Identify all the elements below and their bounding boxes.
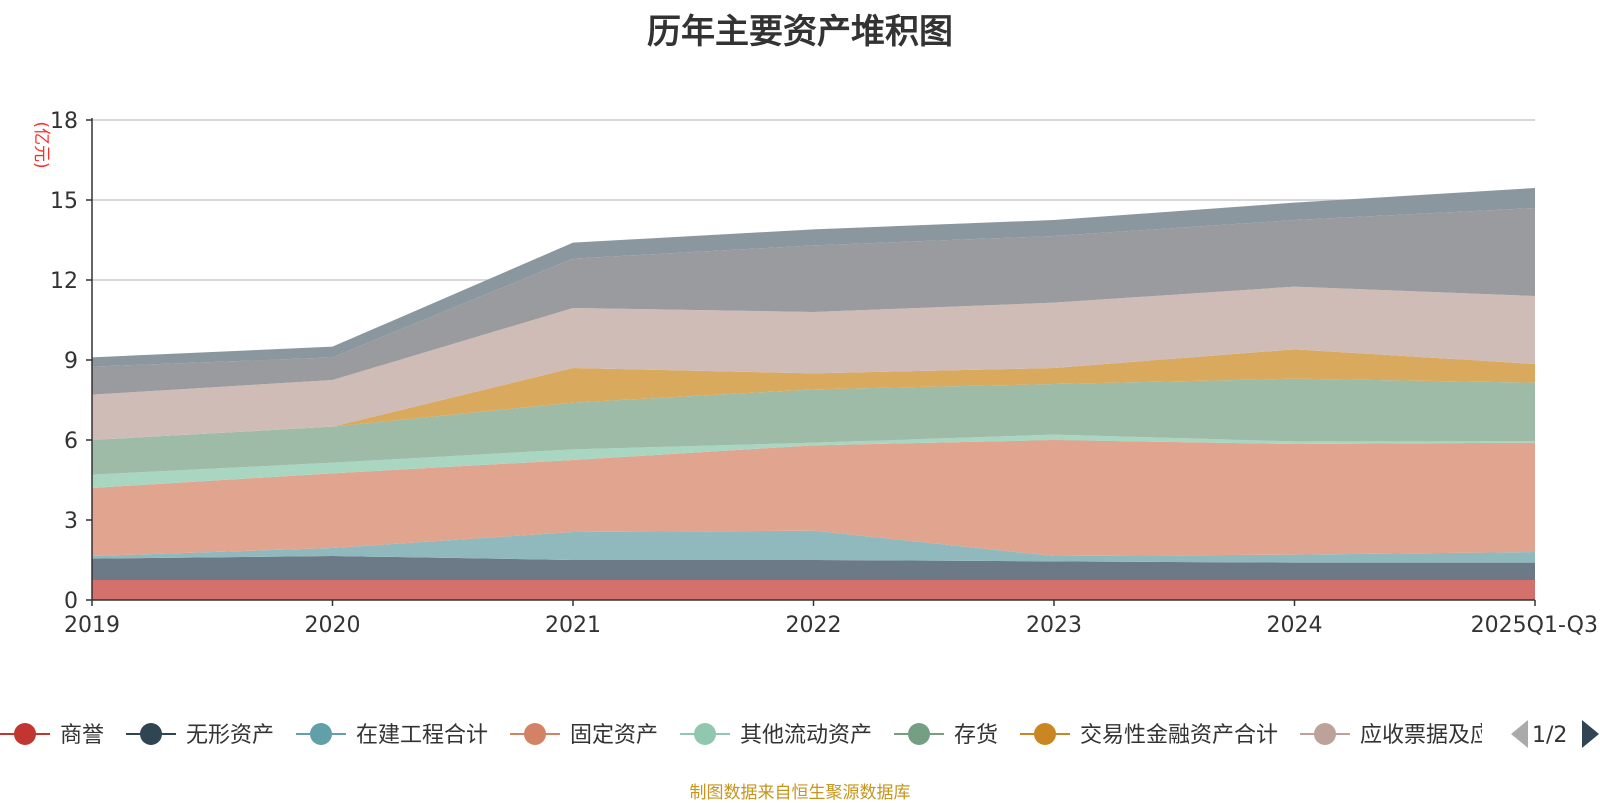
x-tick-label: 2023 — [1026, 613, 1082, 638]
area-series-9 — [92, 188, 1535, 367]
legend-item[interactable]: 应收票据及应收账款 — [1300, 723, 1558, 748]
area-series-8 — [92, 208, 1535, 395]
area-series-0 — [92, 580, 1535, 600]
legend-item[interactable]: 交易性金融资产合计 — [1020, 723, 1278, 748]
legend-label: 无形资产 — [186, 723, 274, 748]
y-tick-label: 12 — [50, 269, 78, 294]
legend-circle-icon — [694, 723, 716, 745]
area-layer — [92, 188, 1535, 600]
legend-label: 固定资产 — [570, 723, 658, 748]
x-tick-label: 2022 — [786, 613, 842, 638]
axis-layer: 0 3 6 9 12 15 18 2019 2020 2021 2022 2023 2024 2025Q1… — [50, 109, 1598, 638]
source-note: 制图数据来自恒生聚源数据库 — [689, 783, 911, 803]
legend-label: 存货 — [954, 723, 998, 748]
y-tick-label: 0 — [64, 589, 78, 614]
x-tick-label: 2024 — [1267, 613, 1323, 638]
legend-label: 应收票据及应收账款 — [1360, 723, 1558, 748]
legend-item[interactable]: 存货 — [894, 723, 998, 748]
x-tick-label: 2021 — [545, 613, 601, 638]
y-axis-label: (亿元) — [31, 121, 51, 168]
y-tick-label: 9 — [64, 349, 78, 374]
legend-page-indicator: 1/2 — [1532, 723, 1567, 748]
legend-circle-icon — [908, 723, 930, 745]
legend-item[interactable]: 无形资产 — [126, 723, 274, 748]
area-series-2 — [92, 530, 1535, 563]
chart-title: 历年主要资产堆积图 — [647, 12, 953, 52]
area-series-6 — [92, 349, 1535, 440]
legend-circle-icon — [1314, 723, 1336, 745]
y-tick-label: 15 — [50, 189, 78, 214]
legend-item[interactable]: 在建工程合计 — [296, 723, 488, 748]
legend-circle-icon — [1034, 723, 1056, 745]
legend-label: 其他流动资产 — [740, 723, 872, 748]
legend-item[interactable]: 商誉 — [0, 723, 104, 748]
legend-circle-icon — [310, 723, 332, 745]
legend-items: 商誉 无形资产 在建工程合计 固定资产 其他流动资产 存货 交易性金融资产合计 应收票据及应收… — [0, 723, 1558, 748]
y-tick-label: 3 — [64, 509, 78, 534]
legend-label: 在建工程合计 — [356, 723, 488, 748]
legend-item[interactable]: 固定资产 — [510, 723, 658, 748]
legend-label: 商誉 — [60, 723, 104, 748]
x-tick-label: 2019 — [64, 613, 120, 638]
x-tick-label: 2025Q1-Q3 — [1471, 613, 1598, 638]
area-series-3 — [92, 440, 1535, 556]
area-series-4 — [92, 434, 1535, 488]
legend-circle-icon — [14, 723, 36, 745]
legend-label: 交易性金融资产合计 — [1080, 723, 1278, 748]
legend-prev-page-icon[interactable] — [1511, 720, 1528, 748]
legend-item[interactable]: 其他流动资产 — [680, 723, 872, 748]
legend-circle-icon — [524, 723, 546, 745]
area-series-5 — [92, 378, 1535, 475]
x-tick-label: 2020 — [305, 613, 361, 638]
legend-circle-icon — [140, 723, 162, 745]
legend: 商誉 无形资产 在建工程合计 固定资产 其他流动资产 存货 交易性金融资产合计 应收票据及应收… — [0, 720, 1599, 748]
y-tick-label: 18 — [50, 109, 78, 134]
legend-next-page-icon[interactable] — [1582, 720, 1599, 748]
y-tick-label: 6 — [64, 429, 78, 454]
area-series-7 — [92, 286, 1535, 440]
